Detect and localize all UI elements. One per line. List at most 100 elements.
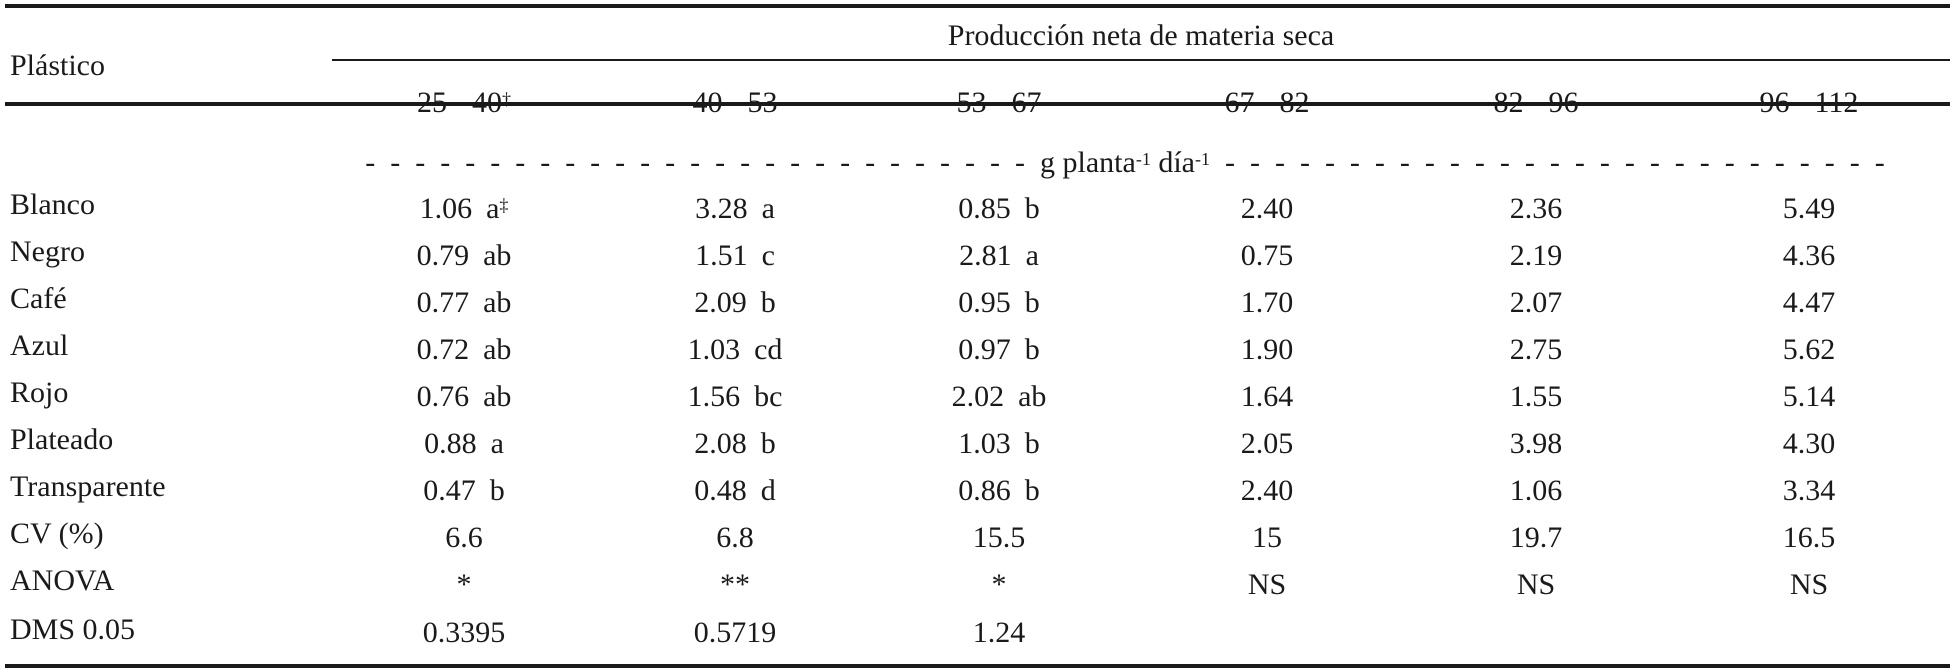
table-cell: 2.40 <box>1241 474 1294 508</box>
cell-value: 2.02 <box>952 380 1005 413</box>
cell-value: 0.72 <box>417 333 470 366</box>
column-header-3: 53 - 67 <box>957 86 1042 120</box>
cell-value: 2.75 <box>1510 333 1563 366</box>
significance-letter: b <box>761 286 776 319</box>
row-label: Café <box>10 282 67 316</box>
units-row: - - - - - - - - - - - - - - - - - - - - … <box>330 146 1920 180</box>
cell-value: 1.03 <box>688 333 741 366</box>
table-cell: 1.90 <box>1241 333 1294 367</box>
cell-value: 0.88 <box>424 427 477 460</box>
significance-letter: b <box>1025 333 1040 366</box>
dagger-footnote-mark: † <box>502 89 511 109</box>
table-cell: 0.75 <box>1241 239 1294 273</box>
units-label: g planta-1 día-1 <box>1040 146 1210 179</box>
significance-letter: b <box>490 474 505 507</box>
table-cell: 1.03 cd <box>688 333 783 367</box>
cell-value: 2.81 <box>959 239 1012 272</box>
significance-letter: ab <box>483 286 511 319</box>
significance-letter: a <box>762 192 775 225</box>
significance-letter: b <box>761 427 776 460</box>
table-cell: 0.47 b <box>423 474 505 508</box>
significance-letter: c <box>762 239 775 272</box>
bottom-rule <box>5 664 1950 668</box>
cell-value: 3.34 <box>1783 474 1836 507</box>
significance-letter: cd <box>754 333 782 366</box>
significance-letter: b <box>1025 192 1040 225</box>
column-header-2: 40 - 53 <box>693 86 778 120</box>
table-cell: 0.88 a <box>424 427 504 461</box>
cell-value: 0.86 <box>958 474 1011 507</box>
table-cell: 1.06 a‡ <box>420 192 509 226</box>
significance-letter: bc <box>754 380 782 413</box>
table-cell: 2.05 <box>1241 427 1294 461</box>
stats-label: ANOVA <box>10 564 114 598</box>
cell-value: 2.40 <box>1241 474 1294 507</box>
table-cell: 5.14 <box>1783 380 1836 414</box>
table-cell: 1.56 bc <box>688 380 783 414</box>
significance-letter: ab <box>483 239 511 272</box>
significance-letter: b <box>1025 474 1040 507</box>
table-cell: 3.28 a <box>695 192 775 226</box>
cell-value: 4.36 <box>1783 239 1836 272</box>
table-cell: 2.08 b <box>694 427 776 461</box>
table-cell: 0.77 ab <box>417 286 512 320</box>
cell-value: 0.79 <box>417 239 470 272</box>
stats-cell: NS <box>1248 568 1286 602</box>
table-cell: 0.79 ab <box>417 239 512 273</box>
table-cell: 3.34 <box>1783 474 1836 508</box>
table-cell: 0.95 b <box>958 286 1040 320</box>
stats-label: DMS 0.05 <box>10 613 135 647</box>
table-cell: 4.36 <box>1783 239 1836 273</box>
stats-cell: 1.24 <box>973 616 1026 650</box>
cell-value: 1.70 <box>1241 286 1294 319</box>
cell-value: 2.05 <box>1241 427 1294 460</box>
stats-cell: 16.5 <box>1783 521 1836 555</box>
cell-value: 1.55 <box>1510 380 1563 413</box>
stats-cell: ** <box>720 568 750 602</box>
table-cell: 0.76 ab <box>417 380 512 414</box>
cell-value: 2.07 <box>1510 286 1563 319</box>
table-cell: 2.75 <box>1510 333 1563 367</box>
cell-value: 2.19 <box>1510 239 1563 272</box>
table-cell: 1.64 <box>1241 380 1294 414</box>
cell-value: 2.09 <box>694 286 747 319</box>
row-label: Plateado <box>10 423 113 457</box>
table-cell: 4.47 <box>1783 286 1836 320</box>
cell-value: 0.75 <box>1241 239 1294 272</box>
cell-value: 0.77 <box>417 286 470 319</box>
column-header-1: 25 - 40† <box>417 86 511 120</box>
significance-letter: a <box>491 427 504 460</box>
table-cell: 1.06 <box>1510 474 1563 508</box>
cell-value: 4.30 <box>1783 427 1836 460</box>
stats-cell: 6.8 <box>716 521 754 555</box>
cell-value: 1.64 <box>1241 380 1294 413</box>
row-label: Azul <box>10 329 68 363</box>
significance-letter: a <box>486 192 499 225</box>
cell-value: 3.98 <box>1510 427 1563 460</box>
dash-leader-right: - - - - - - - - - - - - - - - - - - - - … <box>1210 146 1885 179</box>
cell-value: 1.51 <box>695 239 748 272</box>
cell-value: 1.06 <box>1510 474 1563 507</box>
table-cell: 1.70 <box>1241 286 1294 320</box>
stats-cell: 0.5719 <box>694 616 777 650</box>
table-cell: 2.19 <box>1510 239 1563 273</box>
table-cell: 3.98 <box>1510 427 1563 461</box>
table-cell: 5.49 <box>1783 192 1836 226</box>
table-cell: 2.09 b <box>694 286 776 320</box>
cell-value: 0.85 <box>958 192 1011 225</box>
cell-value: 0.48 <box>694 474 747 507</box>
cell-value: 0.47 <box>423 474 476 507</box>
cell-value: 1.06 <box>420 192 473 225</box>
stats-cell: 0.3395 <box>423 616 506 650</box>
table-cell: 2.07 <box>1510 286 1563 320</box>
stats-cell: 6.6 <box>445 521 483 555</box>
significance-letter: b <box>1025 286 1040 319</box>
cell-value: 5.62 <box>1783 333 1836 366</box>
cell-value: 2.36 <box>1510 192 1563 225</box>
top-rule <box>5 4 1950 8</box>
stats-cell: 15.5 <box>973 521 1026 555</box>
stats-label: CV (%) <box>10 517 104 551</box>
row-label: Rojo <box>10 376 68 410</box>
significance-letter: d <box>761 474 776 507</box>
significance-letter: ab <box>483 333 511 366</box>
